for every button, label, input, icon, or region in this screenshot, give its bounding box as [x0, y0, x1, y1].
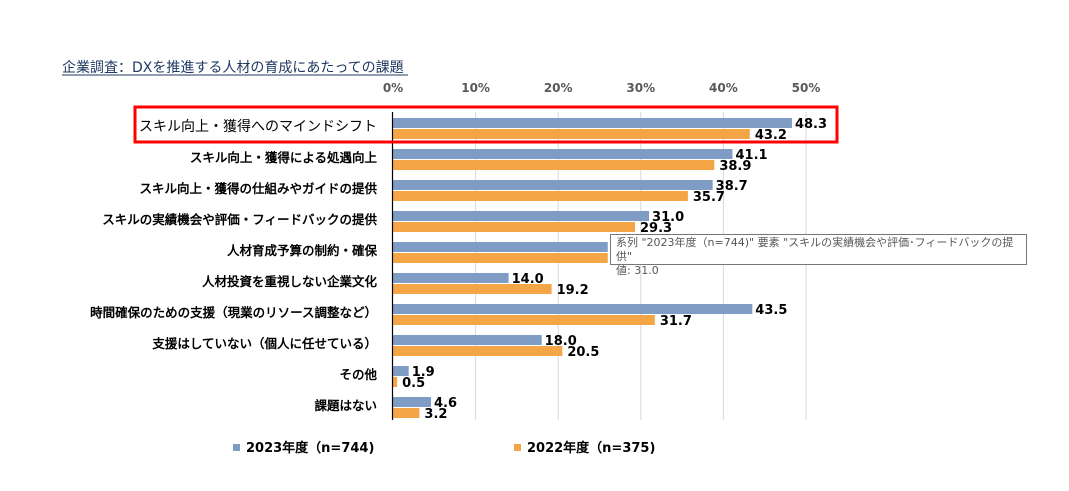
data-label: 18.0: [545, 334, 577, 349]
category-label: その他: [339, 367, 377, 382]
x-tick-label: 50%: [792, 81, 821, 95]
data-label: 31.7: [660, 314, 692, 329]
data-label: 29.3: [640, 221, 672, 236]
x-tick-label: 0%: [383, 81, 403, 95]
bar-2023[interactable]: [393, 118, 792, 128]
bar-2023[interactable]: [393, 149, 733, 159]
category-label: スキル向上・獲得による処遇向上: [190, 150, 378, 165]
bar-2023[interactable]: [393, 304, 753, 314]
data-label: 38.9: [719, 159, 751, 174]
x-tick-label: 30%: [626, 81, 655, 95]
data-label: 19.2: [557, 283, 589, 298]
category-label: 課題はない: [314, 398, 377, 413]
bar-2022[interactable]: [393, 160, 715, 170]
bar-2023[interactable]: [393, 273, 509, 283]
bar-2023[interactable]: [393, 366, 409, 376]
legend: 2023年度（n=744) 2022年度（n=375): [233, 440, 655, 456]
bar-2022[interactable]: [393, 346, 563, 356]
highlight-box: [133, 105, 839, 144]
bar-2022[interactable]: [393, 253, 608, 263]
category-label: スキル向上・獲得の仕組みやガイドの提供: [139, 181, 377, 196]
x-axis-ticks: 0% 10% 20% 30% 40% 50%: [383, 81, 821, 95]
legend-swatch-2023: [233, 444, 240, 451]
bar-2022[interactable]: [393, 222, 636, 232]
x-tick-label: 10%: [461, 81, 490, 95]
chart-title: 企業調査：DXを推進する人材の育成にあたっての課題: [62, 59, 404, 76]
bar-2023[interactable]: [393, 211, 650, 221]
bar-2022[interactable]: [393, 284, 552, 294]
data-label: 1.9: [412, 365, 435, 380]
tooltip-series-line: 系列 "2023年度（n=744)" 要素 "スキルの実績機会や評価･フィードバ…: [616, 236, 1014, 263]
category-label: スキル向上・獲得へのマインドシフト: [139, 118, 377, 135]
bar-2023[interactable]: [393, 335, 542, 345]
category-labels: スキル向上・獲得へのマインドシフトスキル向上・獲得による処遇向上スキル向上・獲得…: [90, 118, 377, 413]
bars: [393, 118, 792, 418]
data-label: 48.3: [795, 117, 827, 132]
data-label: 0.5: [402, 376, 425, 391]
bar-2022[interactable]: [393, 129, 750, 139]
data-label: 20.5: [567, 345, 599, 360]
data-label: 35.7: [693, 190, 725, 205]
category-label: スキルの実績機会や評価・フィードバックの提供: [102, 212, 377, 227]
legend-label-2022[interactable]: 2022年度（n=375): [527, 440, 655, 456]
category-label: 時間確保のための支援（現業のリソース調整など）: [90, 305, 377, 320]
legend-label-2023[interactable]: 2023年度（n=744): [246, 440, 374, 456]
tooltip: 系列 "2023年度（n=744)" 要素 "スキルの実績機会や評価･フィードバ…: [610, 234, 1027, 277]
bar-2022[interactable]: [393, 408, 420, 418]
data-label: 4.6: [434, 396, 457, 411]
bar-2023[interactable]: [393, 397, 431, 407]
bar-2023[interactable]: [393, 180, 713, 190]
x-tick-label: 20%: [544, 81, 573, 95]
data-label: 14.0: [512, 272, 544, 287]
bar-2022[interactable]: [393, 315, 655, 325]
bar-2023[interactable]: [393, 242, 608, 252]
data-label: 43.5: [755, 303, 787, 318]
data-label: 3.2: [424, 407, 447, 422]
data-label: 41.1: [735, 148, 767, 163]
data-label: 38.7: [716, 179, 748, 194]
x-tick-label: 40%: [709, 81, 738, 95]
bar-2022[interactable]: [393, 377, 398, 387]
data-label: 43.2: [755, 128, 787, 143]
legend-swatch-2022: [514, 444, 521, 451]
category-label: 人材育成予算の制約・確保: [227, 243, 378, 258]
tooltip-value-line: 値: 31.0: [616, 264, 659, 277]
data-labels: 48.3 43.2 41.138.9 38.735.7 31.029.3 14.0 19.2…: [402, 117, 827, 422]
category-label: 人材投資を重視しない企業文化: [202, 274, 378, 289]
category-label: 支援はしていない（個人に任せている）: [151, 336, 377, 351]
bar-2022[interactable]: [393, 191, 688, 201]
data-label: 31.0: [652, 210, 684, 225]
